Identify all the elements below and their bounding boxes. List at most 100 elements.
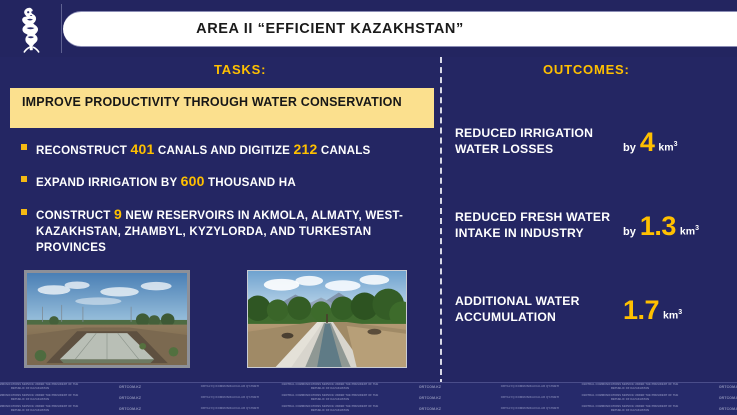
watermark-label: ORTCOM.KZ	[118, 384, 142, 389]
outcome-value: by 1.3 km3	[623, 210, 699, 241]
task-bullet-list: RECONSTRUCT 401 CANALS AND DIGITIZE 212 …	[0, 140, 440, 269]
watermark-label: ORTCOM.KZ	[118, 395, 142, 400]
page-title: AREA II “EFFICIENT KAZAKHSTAN”	[196, 21, 464, 37]
outcome-value-number: 4	[639, 126, 655, 157]
watermark-label: ORTALYQ KOMMUNIKACIALAR QYZMETI	[200, 394, 260, 399]
outcome-value-number: 1.7	[623, 294, 660, 325]
outcome-label: REDUCED FRESH WATER INTAKE IN INDUSTRY	[455, 210, 611, 240]
watermark-text: CENTRAL COMMUNICATIONS SERVICE UNDER THE…	[0, 383, 80, 392]
watermark-label: ORTCOM.KZ	[718, 406, 737, 411]
column-divider	[440, 57, 442, 385]
watermark-text: ORTALYQ KOMMUNIKACIALAR QYZMETI	[180, 403, 280, 414]
task-bullet-words: CONSTRUCT	[36, 208, 114, 222]
watermark-text: ORTCOM.KZ	[380, 392, 480, 403]
watermark-text: CENTRAL COMMUNICATIONS SERVICE UNDER THE…	[0, 403, 80, 414]
watermark-text: ORTCOM.KZ	[680, 383, 737, 392]
watermark-text: ORTCOM.KZ	[380, 403, 480, 414]
emblem-container	[0, 0, 62, 57]
watermark-label: CENTRAL COMMUNICATIONS SERVICE UNDER THE…	[0, 405, 79, 412]
watermark-label: CENTRAL COMMUNICATIONS SERVICE UNDER THE…	[281, 394, 379, 401]
task-bullet-1: RECONSTRUCT 401 CANALS AND DIGITIZE 212 …	[0, 140, 440, 159]
task-bullet-number: 9	[114, 205, 122, 222]
bullet-square-icon	[21, 176, 27, 183]
watermark-text: CENTRAL COMMUNICATIONS SERVICE UNDER THE…	[580, 403, 680, 414]
outcome-value-prefix: by	[623, 141, 636, 154]
outcome-value-unit: km3	[679, 225, 699, 238]
watermark-label: CENTRAL COMMUNICATIONS SERVICE UNDER THE…	[281, 383, 379, 390]
outcome-value-unit-exponent: 3	[695, 225, 699, 232]
watermark-text: ORTALYQ KOMMUNIKACIALAR QYZMETI	[480, 392, 580, 403]
highlight-callout-text: IMPROVE PRODUCTIVITY THROUGH WATER CONSE…	[22, 95, 402, 109]
watermark-label: ORTALYQ KOMMUNIKACIALAR QYZMETI	[200, 405, 260, 410]
task-bullet-words: THOUSAND HA	[204, 176, 296, 190]
watermark-label: CENTRAL COMMUNICATIONS SERVICE UNDER THE…	[581, 383, 679, 390]
snow-leopard-emblem	[22, 7, 40, 53]
watermark-label: ORTCOM.KZ	[418, 406, 442, 411]
task-bullet-words: RECONSTRUCT	[36, 144, 131, 157]
photo-canal-lining	[24, 270, 190, 368]
watermark-grid: CENTRAL COMMUNICATIONS SERVICE UNDER THE…	[0, 383, 737, 415]
watermark-label: CENTRAL COMMUNICATIONS SERVICE UNDER THE…	[581, 405, 679, 412]
watermark-label: CENTRAL COMMUNICATIONS SERVICE UNDER THE…	[581, 394, 679, 401]
watermark-label: CENTRAL COMMUNICATIONS SERVICE UNDER THE…	[281, 405, 379, 412]
outcomes-column-heading: OUTCOMES:	[543, 62, 630, 77]
watermark-label: ORTCOM.KZ	[118, 406, 142, 411]
outcome-row-2: REDUCED FRESH WATER INTAKE IN INDUSTRY by…	[440, 184, 737, 268]
photo-concrete-irrigation-channel-graphic	[248, 271, 406, 367]
bullet-square-icon	[21, 208, 27, 215]
task-bullet-number: 600	[180, 173, 205, 190]
watermark-text: ORTCOM.KZ	[80, 383, 180, 392]
outcomes-column: REDUCED IRRIGATION WATER LOSSES by 4 km3 RED…	[440, 100, 737, 352]
task-bullet-words: CANALS	[317, 144, 371, 157]
watermark-label: ORTCOM.KZ	[418, 395, 442, 400]
outcome-row-3: ADDITIONAL WATER ACCUMULATION 1.7 km3	[440, 268, 737, 352]
watermark-label: ORTALYQ KOMMUNIKACIALAR QYZMETI	[200, 383, 260, 388]
outcome-value-number: 1.3	[639, 210, 677, 241]
watermark-text: ORTCOM.KZ	[80, 392, 180, 403]
outcome-label: ADDITIONAL WATER ACCUMULATION	[455, 294, 580, 324]
outcome-value-unit-exponent: 3	[673, 141, 678, 148]
watermark-label: ORTALYQ KOMMUNIKACIALAR QYZMETI	[500, 394, 560, 399]
tasks-column-heading: TASKS:	[214, 62, 267, 77]
watermark-text: ORTALYQ KOMMUNIKACIALAR QYZMETI	[480, 383, 580, 392]
watermark-text: ORTCOM.KZ	[380, 383, 480, 392]
watermark-label: ORTALYQ KOMMUNIKACIALAR QYZMETI	[500, 405, 560, 410]
watermark-label: ORTALYQ KOMMUNIKACIALAR QYZMETI	[500, 383, 560, 388]
watermark-text: CENTRAL COMMUNICATIONS SERVICE UNDER THE…	[580, 392, 680, 403]
watermark-label: ORTCOM.KZ	[418, 384, 442, 389]
outcome-row-1: REDUCED IRRIGATION WATER LOSSES by 4 km3	[440, 100, 737, 184]
watermark-text: ORTCOM.KZ	[680, 392, 737, 403]
slide-header: AREA II “EFFICIENT KAZAKHSTAN”	[0, 0, 737, 57]
task-bullet-words: EXPAND IRRIGATION BY	[36, 176, 181, 190]
task-bullet-3: CONSTRUCT 9 NEW RESERVOIRS IN AKMOLA, AL…	[0, 205, 440, 256]
slide-title-bar: AREA II “EFFICIENT KAZAKHSTAN”	[63, 11, 737, 47]
watermark-label: ORTCOM.KZ	[718, 384, 737, 389]
watermark-label: CENTRAL COMMUNICATIONS SERVICE UNDER THE…	[0, 394, 79, 401]
task-bullet-text: CONSTRUCT 9 NEW RESERVOIRS IN AKMOLA, AL…	[36, 205, 440, 256]
task-bullet-words: CANALS AND DIGITIZE	[154, 144, 294, 157]
task-bullet-text: RECONSTRUCT 401 CANALS AND DIGITIZE 212 …	[36, 140, 440, 159]
watermark-text: CENTRAL COMMUNICATIONS SERVICE UNDER THE…	[280, 383, 380, 392]
watermark-label: ORTCOM.KZ	[718, 395, 737, 400]
watermark-label: CENTRAL COMMUNICATIONS SERVICE UNDER THE…	[0, 383, 79, 390]
outcome-value: 1.7 km3	[623, 294, 683, 325]
outcome-value-unit-exponent: 3	[678, 309, 683, 316]
outcome-value-unit: km3	[658, 141, 678, 154]
footer-watermark-strip: CENTRAL COMMUNICATIONS SERVICE UNDER THE…	[0, 382, 737, 415]
watermark-text: CENTRAL COMMUNICATIONS SERVICE UNDER THE…	[280, 392, 380, 403]
task-bullet-text: EXPAND IRRIGATION BY 600 THOUSAND HA	[36, 172, 440, 191]
watermark-text: ORTCOM.KZ	[680, 403, 737, 414]
outcome-value-unit: km3	[663, 309, 683, 322]
watermark-text: ORTALYQ KOMMUNIKACIALAR QYZMETI	[180, 392, 280, 403]
watermark-text: ORTALYQ KOMMUNIKACIALAR QYZMETI	[480, 403, 580, 414]
highlight-callout: IMPROVE PRODUCTIVITY THROUGH WATER CONSE…	[10, 88, 434, 128]
watermark-text: ORTALYQ KOMMUNIKACIALAR QYZMETI	[180, 383, 280, 392]
task-bullet-number: 212	[293, 141, 318, 157]
outcome-value-prefix: by	[623, 225, 636, 238]
watermark-text: CENTRAL COMMUNICATIONS SERVICE UNDER THE…	[0, 392, 80, 403]
outcome-label: REDUCED IRRIGATION WATER LOSSES	[455, 126, 594, 156]
bullet-square-icon	[21, 144, 27, 150]
watermark-text: ORTCOM.KZ	[80, 403, 180, 414]
outcome-value: by 4 km3	[623, 126, 678, 157]
